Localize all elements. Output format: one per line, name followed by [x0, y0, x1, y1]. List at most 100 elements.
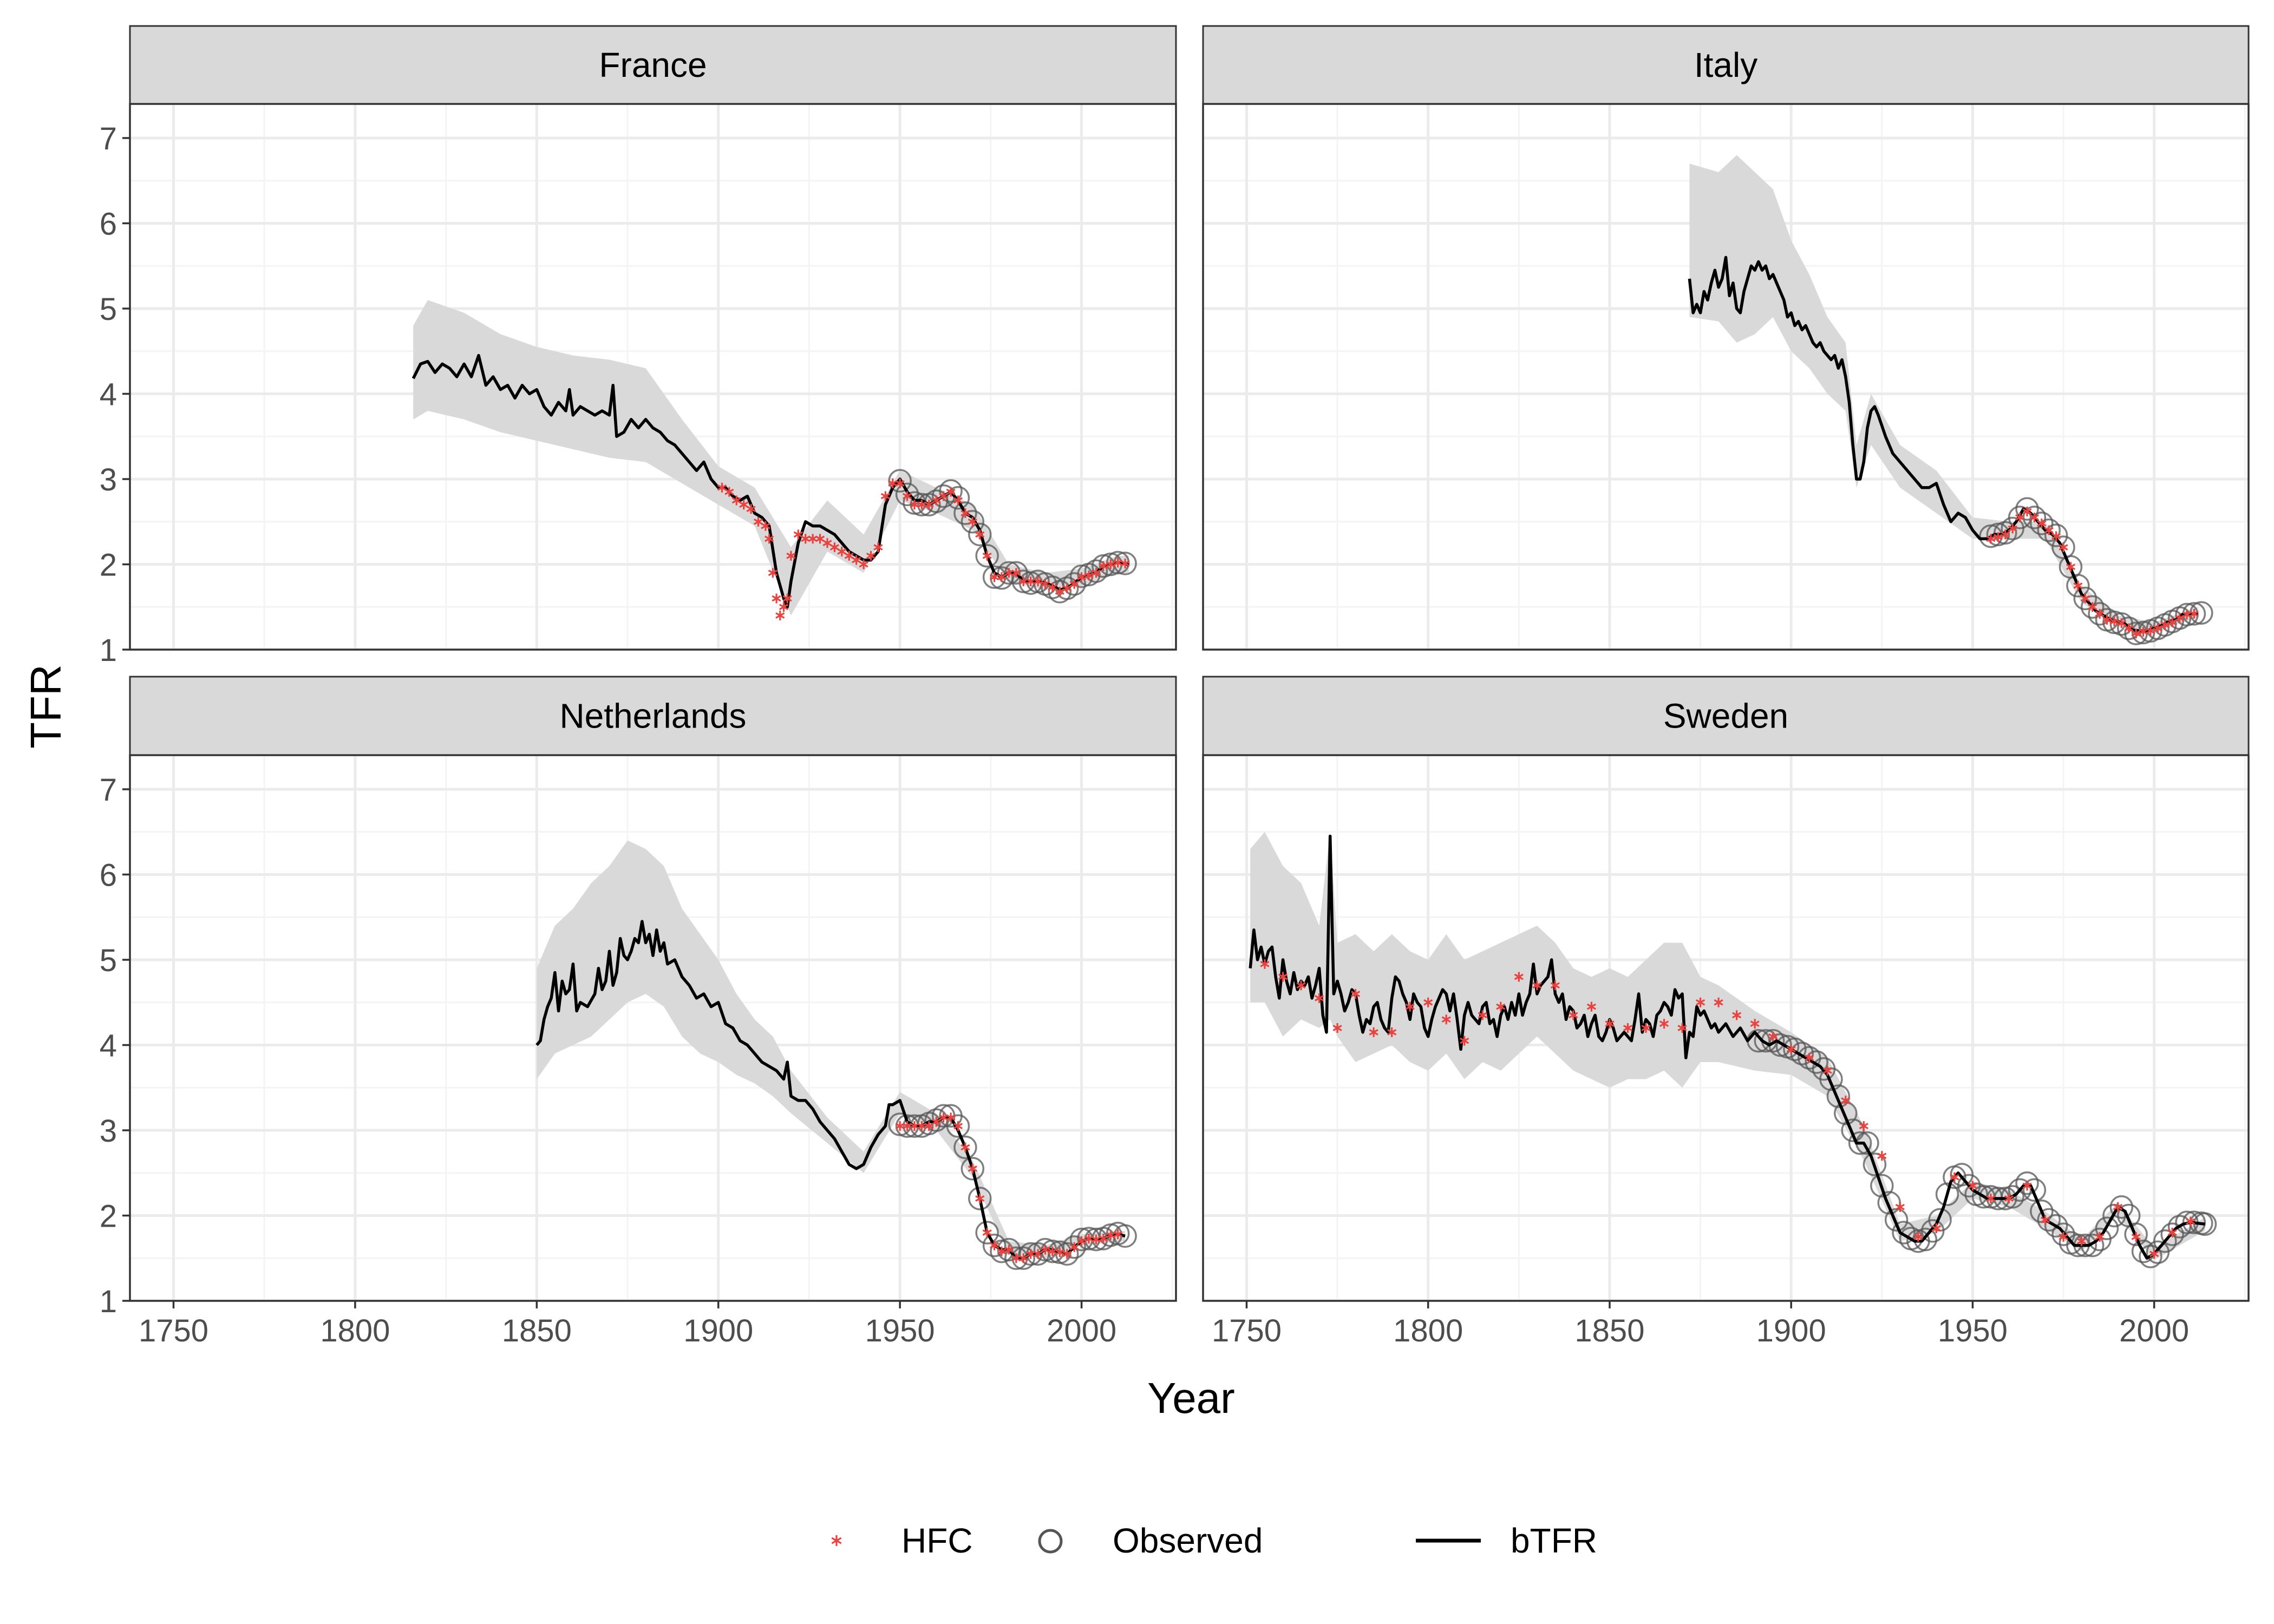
- observed-point: [2022, 506, 2047, 529]
- y-tick-label: 3: [100, 462, 117, 497]
- hfc-star-stroke: [953, 497, 963, 504]
- observed-point: [1935, 1182, 1959, 1206]
- hfc-point: [2109, 617, 2119, 627]
- observed-point: [953, 501, 977, 525]
- hfc-point: [2186, 1216, 2195, 1227]
- hfc-star-stroke: [2080, 595, 2090, 602]
- hfc-star-stroke: [2059, 1233, 2068, 1240]
- hfc-point: [1369, 1027, 1378, 1037]
- hfc-star-stroke: [1099, 1235, 1108, 1242]
- hfc-point: [1641, 1023, 1651, 1033]
- hfc-point: [1069, 1242, 1079, 1252]
- observed-point: [975, 1221, 999, 1245]
- y-tick-label: 6: [100, 858, 117, 893]
- hfc-star-stroke: [880, 493, 890, 500]
- hfc-star-stroke: [2109, 618, 2119, 625]
- hfc-point: [2167, 1228, 2177, 1237]
- hfc-point: [975, 529, 985, 540]
- observed-point: [946, 1114, 970, 1138]
- observed-point: [968, 522, 992, 547]
- hfc-point: [2037, 518, 2047, 528]
- hfc-point: [1695, 997, 1706, 1007]
- legend-btfr-label: bTFR: [1511, 1521, 1597, 1560]
- y-tick-label: 4: [100, 377, 117, 412]
- uncertainty-band-france: [413, 300, 1129, 615]
- btfr-line-sweden: [1249, 834, 2205, 1260]
- panel-italy: Italy: [1202, 25, 2250, 651]
- hfc-star-stroke: [1369, 1029, 1378, 1036]
- x-tick-label: 1950: [865, 1313, 935, 1348]
- hfc-point: [1659, 1019, 1669, 1029]
- hfc-point: [1569, 1010, 1578, 1020]
- y-tick-label: 1: [100, 1284, 117, 1319]
- hfc-star-stroke: [960, 510, 970, 516]
- hfc-point: [2059, 542, 2068, 552]
- observed-point: [1084, 559, 1108, 583]
- hfc-point: [2022, 1181, 2032, 1191]
- hfc-point: [1841, 1095, 1851, 1105]
- observed-point: [2044, 523, 2068, 547]
- hfc-point: [1532, 980, 1542, 991]
- panel-title-france: France: [599, 45, 707, 84]
- hfc-star-stroke: [731, 497, 741, 504]
- hfc-star-stroke: [1113, 559, 1123, 566]
- hfc-point: [1106, 559, 1115, 569]
- panel-border-france: [129, 103, 1177, 651]
- hfc-star-stroke: [1532, 982, 1542, 989]
- hfc-point: [859, 559, 868, 569]
- hfc-point: [1786, 1044, 1796, 1055]
- observed-point: [975, 544, 999, 568]
- panel-france: France 1 2 3 4 5 6 7: [100, 25, 1177, 668]
- panel-title-italy: Italy: [1694, 45, 1757, 84]
- hfc-star-stroke: [2149, 1250, 2159, 1258]
- hfc-point: [1084, 570, 1094, 580]
- hfc-star-stroke: [1062, 585, 1072, 592]
- hfc-point: [1062, 583, 1072, 593]
- hfc-star-stroke: [1423, 999, 1433, 1006]
- hfc-star-stroke: [1332, 1025, 1342, 1031]
- hfc-star-stroke: [946, 488, 956, 495]
- hfc-star-stroke: [1913, 1233, 1923, 1240]
- hfc-star-stroke: [939, 493, 949, 500]
- hfc-point: [1968, 1181, 1978, 1191]
- hfc-star-stroke: [2095, 1233, 2105, 1240]
- hfc-star-stroke: [831, 1537, 842, 1544]
- hfc-point: [2073, 580, 2083, 591]
- hfc-point: [782, 593, 792, 604]
- observed-point: [939, 479, 963, 503]
- hfc-point: [1993, 532, 2003, 542]
- hfc-star-stroke: [1877, 1152, 1887, 1160]
- hfc-point: [1750, 1019, 1760, 1029]
- hfc-point: [1405, 1001, 1415, 1012]
- hfc-point: [1069, 579, 1079, 589]
- hfc-star-stroke: [1033, 1250, 1043, 1258]
- hfc-star-stroke: [1714, 999, 1723, 1006]
- panel-border-italy: [1202, 103, 2250, 651]
- hfc-point: [946, 1112, 956, 1123]
- btfr-line-italy: [1688, 256, 2198, 633]
- hfc-star-stroke: [1859, 1123, 1868, 1130]
- hfc-point: [2015, 512, 2025, 522]
- hfc-star-stroke: [2037, 520, 2047, 527]
- hfc-point: [968, 1163, 977, 1174]
- hfc-point: [1113, 1229, 1123, 1240]
- hfc-star-stroke: [997, 574, 1007, 581]
- hfc-star-stroke: [2131, 630, 2141, 637]
- hfc-star-stroke: [2051, 533, 2061, 540]
- hfc-star-stroke: [2022, 508, 2032, 515]
- hfc-star-stroke: [2044, 527, 2054, 534]
- hfc-star-stroke: [2066, 564, 2076, 571]
- observed-point: [2044, 1214, 2068, 1238]
- hfc-star-stroke: [1514, 973, 1524, 980]
- legend-item-observed: Observed: [1038, 1521, 1263, 1560]
- hfc-star-stroke: [2076, 1237, 2087, 1245]
- hfc-point: [1714, 997, 1723, 1007]
- hfc-point: [975, 1194, 985, 1203]
- hfc-star-stroke: [960, 1144, 970, 1151]
- hfc-star-stroke: [2059, 544, 2068, 551]
- hfc-point: [1018, 1253, 1028, 1263]
- observed-point: [1826, 1084, 1851, 1108]
- hfc-point: [1732, 1010, 1742, 1020]
- hfc-point: [989, 1240, 999, 1250]
- hfc-point: [829, 542, 840, 552]
